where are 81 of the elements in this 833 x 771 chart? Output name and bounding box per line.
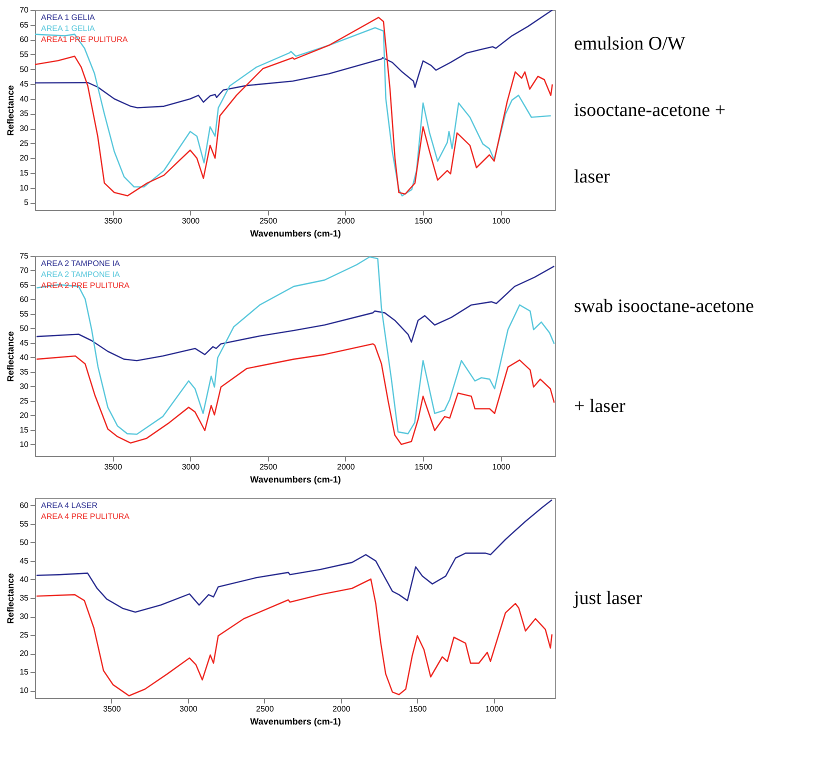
line-series: [36, 499, 553, 613]
y-tick-label: 25: [20, 396, 30, 406]
y-axis-title: Reflectance: [6, 85, 16, 136]
x-tick-label: 1500: [414, 462, 434, 472]
y-tick-label: 50: [20, 64, 30, 74]
y-tick-label: 15: [20, 425, 30, 434]
y-tick-label: 45: [20, 556, 30, 566]
line-series: [36, 578, 553, 696]
y-tick-label: 45: [20, 338, 30, 348]
y-axis-title: Reflectance: [6, 573, 16, 624]
line-series: [35, 10, 554, 108]
text: AREA 4 LASER: [41, 501, 98, 510]
y-tick-label: 20: [20, 410, 30, 420]
x-tick-label: 3000: [182, 462, 200, 472]
y-tick-label: 10: [20, 686, 30, 696]
y-tick-label: 40: [20, 352, 30, 362]
x-tick-label: 3500: [103, 704, 122, 714]
y-tick-label: 35: [20, 109, 30, 118]
y-tick-label: 20: [20, 154, 30, 163]
y-tick-label: 30: [20, 382, 30, 391]
y-tick-label: 70: [20, 266, 30, 275]
y-tick-label: 50: [20, 538, 30, 547]
x-tick-label: 2500: [259, 462, 278, 472]
x-tick-label: 1000: [492, 462, 511, 472]
y-tick-label: 65: [20, 280, 30, 290]
y-tick-label: 55: [20, 519, 30, 528]
y-tick-label: 60: [20, 294, 30, 304]
x-tick-label: 1000: [485, 704, 504, 714]
y-tick-label: 60: [20, 500, 30, 510]
y-tick-label: 40: [20, 574, 30, 584]
y-tick-label: 35: [20, 594, 30, 602]
x-tick-label: 1500: [414, 216, 434, 226]
y-tick-label: 10: [20, 183, 30, 192]
line-series: [36, 343, 555, 446]
y-tick-label: 15: [20, 168, 30, 178]
x-tick-label: 3500: [104, 462, 123, 472]
y-tick-label: 55: [20, 50, 30, 59]
x-tick-label: 1500: [408, 704, 428, 714]
text: AREA 2 TAMPONE IA: [41, 259, 121, 268]
x-tick-label: 1000: [492, 216, 511, 226]
y-tick-label: 30: [20, 124, 30, 134]
y-tick-label: 55: [20, 309, 30, 318]
y-tick-label: 40: [20, 94, 30, 104]
x-tick-label: 2500: [259, 216, 278, 226]
text: laser: [574, 166, 611, 188]
x-tick-label: 3500: [104, 216, 123, 226]
y-axis-title: Reflectance: [6, 331, 16, 382]
y-tick-label: 75: [20, 252, 30, 260]
line-series: [36, 256, 555, 435]
text: isooctane-acetone +: [574, 100, 726, 121]
line-series: [36, 265, 555, 362]
y-tick-label: 65: [20, 20, 30, 30]
y-tick-label: 35: [20, 367, 30, 376]
text: AREA 1 GELIA: [41, 13, 96, 22]
series-label: AREA 2 TAMPONE IA: [41, 270, 121, 279]
x-axis-title: Wavenumbers (cm-1): [250, 474, 341, 484]
y-tick-label: 10: [20, 440, 30, 449]
x-tick-label: 2000: [332, 704, 351, 714]
x-axis-title: Wavenumbers (cm-1): [250, 716, 341, 726]
y-tick-label: 50: [20, 324, 30, 333]
text: swab isooctane-acetone: [574, 296, 754, 317]
y-tick-label: 45: [20, 80, 30, 89]
x-tick-label: 2500: [256, 704, 274, 714]
y-tick-label: 25: [20, 630, 30, 640]
x-tick-label: 3000: [180, 704, 198, 714]
y-tick-label: 70: [20, 6, 30, 14]
x-tick-label: 3000: [182, 216, 200, 226]
y-tick-label: 30: [20, 612, 30, 622]
y-tick-label: 20: [20, 649, 30, 658]
x-tick-label: 2000: [337, 216, 356, 226]
text: AREA 4 PRE PULITURA: [41, 512, 130, 521]
x-tick-label: 2000: [337, 462, 356, 472]
text: just laser: [573, 588, 643, 609]
text: emulsion O/W: [574, 33, 686, 54]
x-axis-title: Wavenumbers (cm-1): [250, 228, 341, 238]
text: + laser: [574, 396, 626, 417]
series-label: AREA 1 GELIA: [41, 24, 96, 33]
y-tick-label: 25: [20, 138, 30, 148]
y-tick-label: 60: [20, 35, 30, 44]
y-tick-label: 5: [24, 198, 30, 208]
y-tick-label: 15: [20, 668, 30, 677]
